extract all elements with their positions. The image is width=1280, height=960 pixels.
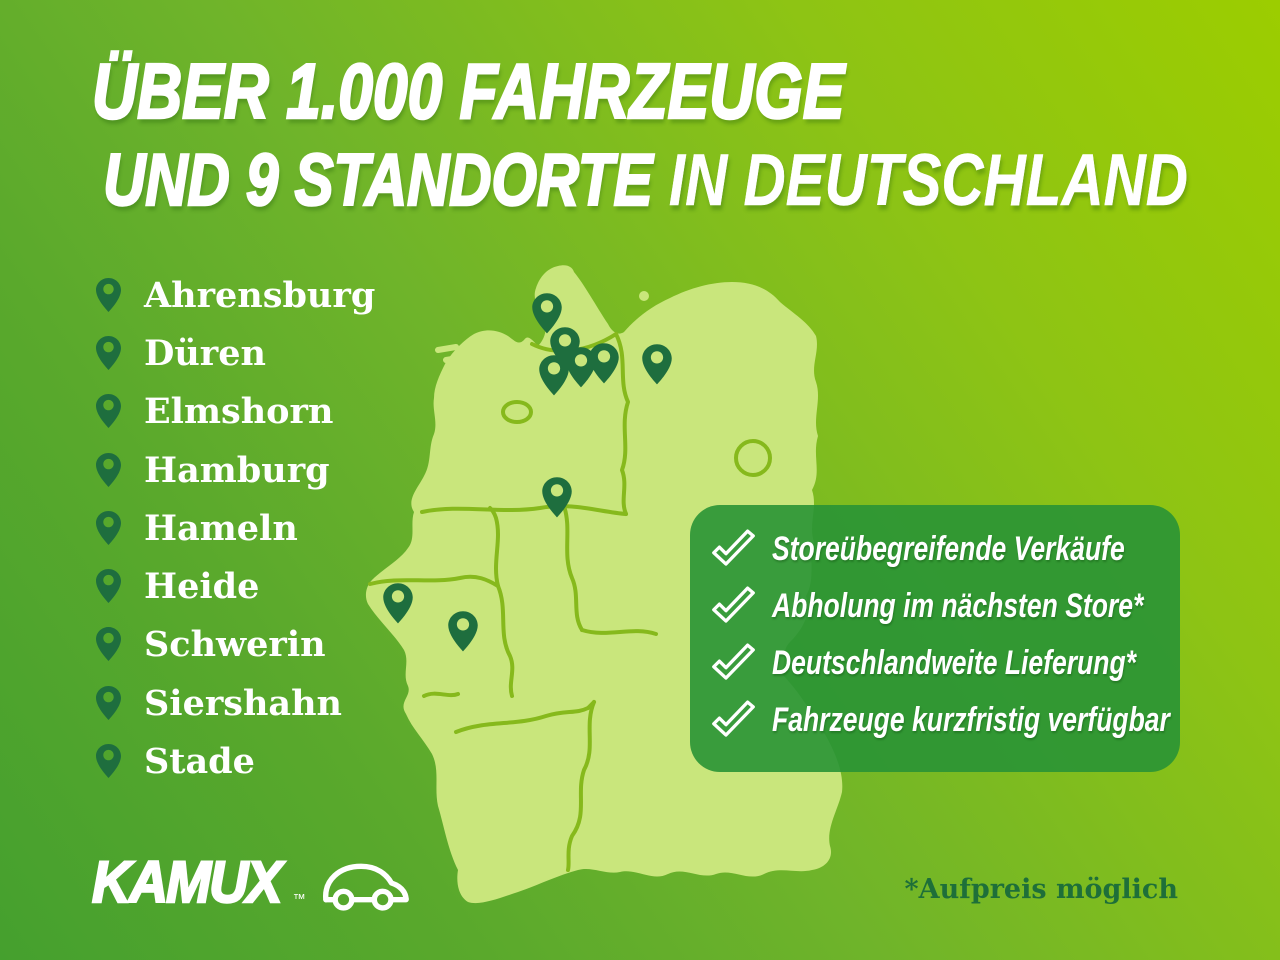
car-icon: [322, 863, 409, 911]
city-label: Schwerin: [144, 624, 326, 666]
island-fehmarn: [639, 291, 649, 301]
island-dashes: [435, 344, 467, 363]
city-label: Düren: [144, 332, 266, 374]
city-row: Ahrensburg: [95, 266, 375, 324]
city-row: Siershahn: [95, 674, 375, 732]
map-pin-icon: [96, 394, 121, 429]
map-pin-icon: [96, 510, 121, 545]
city-label: Hameln: [144, 507, 298, 549]
double-check-icon: [712, 699, 755, 737]
headline-line2-heavy: UND 9 STANDORTE: [102, 140, 654, 221]
headline-line2-light: IN DEUTSCHLAND: [652, 140, 1189, 221]
city-row: Hameln: [95, 499, 375, 557]
city-label: Heide: [144, 566, 260, 608]
city-label: Hamburg: [144, 449, 330, 491]
city-row: Stade: [95, 732, 375, 790]
city-row: Hamburg: [95, 441, 375, 499]
city-list: Ahrensburg Düren Elmshorn Hamburg Hameln…: [95, 266, 375, 791]
headline-line-1: ÜBER 1.000 FAHRZEUGE: [91, 47, 846, 135]
double-check-icon: [712, 528, 755, 566]
benefits-panel: Storeübegreifende Verkäufe Abholung im n…: [690, 505, 1180, 772]
double-check-icon: [712, 585, 755, 623]
double-check-icon: [712, 642, 755, 680]
city-row: Schwerin: [95, 616, 375, 674]
benefit-label: Fahrzeuge kurzfristig verfügbar: [772, 700, 1170, 739]
city-row: Heide: [95, 557, 375, 615]
map-pin-icon: [96, 685, 121, 720]
kamux-logo: KAMUX ™: [91, 850, 412, 915]
map-pin-icon: [96, 627, 121, 662]
benefit-row: Fahrzeuge kurzfristig verfügbar: [710, 697, 1180, 742]
headline-line-2: UND 9 STANDORTE IN DEUTSCHLAND: [102, 143, 1188, 219]
trademark-symbol: ™: [292, 891, 306, 906]
benefit-row: Abholung im nächsten Store*: [710, 583, 1180, 628]
benefit-label: Deutschlandweite Lieferung*: [772, 643, 1136, 682]
city-label: Ahrensburg: [144, 274, 376, 316]
benefit-row: Storeübegreifende Verkäufe: [710, 526, 1180, 571]
benefit-label: Storeübegreifende Verkäufe: [772, 529, 1125, 568]
map-pin-icon: [96, 569, 121, 604]
map-pin-icon: [96, 744, 121, 779]
map-pin-icon: [96, 452, 121, 487]
footnote: *Aufpreis möglich: [904, 874, 1179, 905]
city-label: Elmshorn: [144, 391, 334, 433]
city-label: Siershahn: [144, 682, 343, 724]
map-pin-icon: [96, 335, 121, 370]
kamux-wordmark: KAMUX: [91, 850, 284, 915]
city-label: Stade: [144, 741, 255, 783]
benefit-row: Deutschlandweite Lieferung*: [710, 640, 1180, 685]
benefit-label: Abholung im nächsten Store*: [772, 586, 1144, 625]
map-pin-icon: [96, 277, 121, 312]
city-row: Düren: [95, 324, 375, 382]
city-row: Elmshorn: [95, 383, 375, 441]
state-borders: [368, 332, 772, 872]
